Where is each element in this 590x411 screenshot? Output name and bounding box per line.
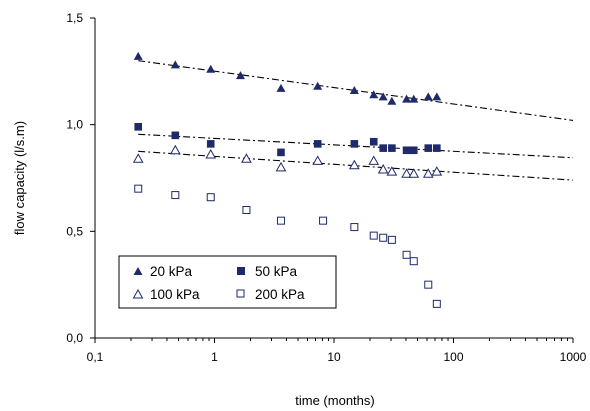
point-50kpa bbox=[206, 140, 215, 148]
point-50kpa bbox=[433, 144, 441, 152]
legend: 20 kPa 50 kPa 100 kPa 200 kPa bbox=[118, 255, 337, 309]
x-tick-label: 100 bbox=[443, 350, 463, 364]
point-100kpa bbox=[132, 153, 144, 163]
point-100kpa bbox=[348, 159, 360, 170]
point-200kpa bbox=[402, 250, 411, 259]
trend-line-2 bbox=[138, 150, 574, 181]
point-200kpa bbox=[424, 280, 433, 289]
legend-label-20kpa: 20 kPa bbox=[150, 264, 193, 279]
plot-area: 0,1 1 10 100 1000 0,0 0,5 1,0 1,5 bbox=[66, 11, 586, 364]
trend-line-0 bbox=[138, 60, 574, 121]
legend-marker-open-square bbox=[236, 289, 245, 298]
point-50kpa bbox=[277, 148, 285, 157]
point-200kpa bbox=[369, 231, 378, 240]
point-50kpa bbox=[409, 146, 418, 155]
legend-marker-open-triangle bbox=[132, 288, 144, 299]
point-100kpa bbox=[431, 166, 443, 176]
point-200kpa bbox=[387, 235, 396, 244]
point-20kpa bbox=[402, 94, 412, 103]
point-100kpa bbox=[312, 155, 324, 165]
y-tick-label: 1,0 bbox=[66, 118, 83, 132]
x-tick-label: 10 bbox=[327, 350, 341, 364]
point-50kpa bbox=[134, 123, 143, 131]
x-axis-label: time (months) bbox=[295, 393, 374, 408]
point-200kpa bbox=[242, 206, 251, 214]
point-20kpa bbox=[432, 92, 442, 101]
point-20kpa bbox=[133, 51, 143, 60]
point-200kpa bbox=[409, 257, 418, 266]
legend-label-50kpa: 50 kPa bbox=[255, 264, 298, 279]
y-tick-label: 0,5 bbox=[66, 224, 83, 238]
legend-box bbox=[118, 255, 337, 309]
point-100kpa bbox=[241, 153, 252, 163]
point-20kpa bbox=[276, 83, 286, 92]
point-200kpa bbox=[379, 233, 388, 242]
point-50kpa bbox=[424, 144, 433, 152]
point-20kpa bbox=[206, 64, 216, 73]
point-50kpa bbox=[171, 131, 180, 140]
point-20kpa bbox=[349, 86, 359, 95]
y-axis-label: flow capacity (l/s.m) bbox=[12, 121, 27, 235]
point-20kpa bbox=[369, 90, 379, 99]
point-50kpa bbox=[350, 140, 359, 148]
point-50kpa bbox=[388, 144, 396, 152]
point-200kpa bbox=[134, 184, 143, 193]
legend-marker-filled-triangle bbox=[133, 267, 143, 275]
x-tick-label: 1000 bbox=[560, 350, 587, 364]
point-50kpa bbox=[402, 146, 411, 155]
point-100kpa bbox=[368, 155, 380, 165]
point-100kpa bbox=[169, 144, 181, 155]
legend-item-200kpa: 200 kPa bbox=[236, 287, 305, 302]
point-50kpa bbox=[369, 137, 378, 146]
point-100kpa bbox=[408, 168, 420, 178]
y-tick-label: 0,0 bbox=[66, 331, 83, 345]
trend-line-1 bbox=[138, 133, 574, 159]
legend-item-50kpa: 50 kPa bbox=[237, 264, 298, 279]
y-tick-label: 1,5 bbox=[66, 11, 83, 25]
point-20kpa bbox=[387, 96, 397, 105]
point-200kpa bbox=[206, 193, 215, 202]
x-tick-label: 1 bbox=[211, 350, 218, 364]
point-200kpa bbox=[171, 191, 180, 200]
legend-label-200kpa: 200 kPa bbox=[255, 287, 305, 302]
point-50kpa bbox=[379, 144, 387, 152]
point-100kpa bbox=[386, 166, 398, 176]
point-20kpa bbox=[313, 81, 323, 90]
legend-item-100kpa: 100 kPa bbox=[132, 287, 200, 302]
legend-marker-filled-square bbox=[237, 267, 245, 275]
point-100kpa bbox=[205, 149, 217, 159]
point-100kpa bbox=[275, 161, 287, 172]
point-200kpa bbox=[319, 216, 328, 225]
point-20kpa bbox=[235, 71, 245, 80]
x-tick-label: 0,1 bbox=[87, 350, 104, 364]
point-100kpa bbox=[401, 168, 412, 178]
point-200kpa bbox=[350, 223, 359, 232]
point-20kpa bbox=[170, 60, 180, 69]
point-100kpa bbox=[377, 163, 389, 174]
point-200kpa bbox=[276, 216, 285, 225]
point-200kpa bbox=[432, 299, 441, 308]
point-20kpa bbox=[378, 92, 388, 101]
legend-item-20kpa: 20 kPa bbox=[133, 264, 193, 279]
point-50kpa bbox=[313, 140, 322, 148]
point-20kpa bbox=[409, 94, 419, 103]
point-20kpa bbox=[423, 92, 433, 101]
legend-label-100kpa: 100 kPa bbox=[150, 287, 200, 302]
point-100kpa bbox=[422, 168, 434, 178]
